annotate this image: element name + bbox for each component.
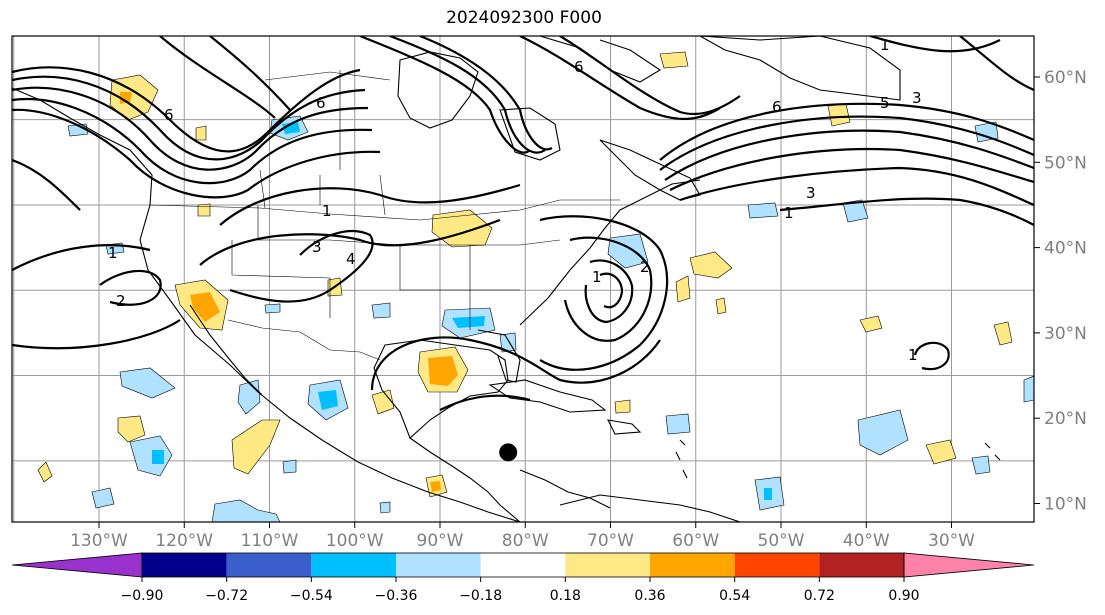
colorbar: −0.90 −0.72 −0.54 −0.36 −0.18 0.18 0.36 0.54 0.7… (11, 552, 1035, 604)
longitude-label: 80°W (502, 531, 549, 551)
colorbar-tick-label: 0.90 (888, 588, 919, 604)
colorbar-extend-low (11, 552, 143, 578)
latitude-label: 50°N (1044, 153, 1087, 173)
contour-label: 6 (316, 94, 326, 112)
colorbar-tick-label: −0.54 (290, 588, 333, 604)
graticule (12, 36, 1034, 522)
contour-label: 1 (880, 36, 890, 54)
contour-label: 2 (116, 292, 126, 310)
colorbar-segment (650, 553, 735, 577)
colorbar-segment (734, 553, 820, 577)
contours (12, 36, 1034, 411)
colorbar-extend-high (903, 552, 1035, 578)
longitude-label: 30°W (928, 531, 975, 551)
contour-label: 6 (574, 58, 584, 76)
colorbar-segment (396, 553, 481, 577)
map-frame (11, 35, 1035, 523)
latitude-label: 30°N (1044, 324, 1087, 344)
colorbar-tick-label: −0.18 (459, 588, 502, 604)
colorbar-segment (565, 553, 650, 577)
contour-label: 6 (164, 106, 174, 124)
colorbar-tick-label: 0.18 (550, 588, 581, 604)
latitude-ticks: 60°N 50°N 40°N 30°N 20°N 10°N (1034, 68, 1087, 515)
contour-labels: 1 2 3 4 5 6 1 3 3 1 1 6 6 6 2 1 1 (108, 36, 922, 364)
longitude-label: 100°W (326, 531, 384, 551)
longitude-label: 40°W (843, 531, 890, 551)
longitude-label: 110°W (241, 531, 299, 551)
longitude-label: 70°W (587, 531, 634, 551)
map-title: 2024092300 F000 (446, 8, 602, 28)
contour-label: 3 (806, 184, 816, 202)
contour-label: 6 (772, 98, 782, 116)
colorbar-segment (819, 553, 904, 577)
colorbar-segment (142, 553, 227, 577)
latitude-label: 20°N (1044, 409, 1087, 429)
colorbar-tick-label: 0.72 (804, 588, 835, 604)
colorbar-tick-label: −0.72 (205, 588, 248, 604)
contour-label: 2 (640, 258, 650, 276)
contour-label: 4 (346, 250, 356, 268)
longitude-label: 130°W (70, 531, 128, 551)
colorbar-segment (226, 553, 312, 577)
latitude-label: 10°N (1044, 495, 1087, 515)
contour-label: 1 (108, 244, 118, 262)
contour-label: 1 (592, 268, 602, 286)
colorbar-segment (311, 553, 396, 577)
longitude-label: 120°W (155, 531, 213, 551)
contour-label: 5 (880, 94, 890, 112)
position-marker (499, 443, 518, 462)
longitude-label: 90°W (417, 531, 464, 551)
colorbar-tick-label: −0.36 (375, 588, 418, 604)
contour-label: 3 (312, 238, 322, 256)
contour-label: 1 (908, 346, 918, 364)
longitude-label: 60°W (672, 531, 719, 551)
contour-label: 3 (912, 89, 922, 107)
colorbar-tick-label: 0.36 (634, 588, 665, 604)
contour-label: 1 (784, 204, 794, 222)
colorbar-segment (480, 553, 566, 577)
colorbar-tick-label: 0.54 (719, 588, 750, 604)
contour-label: 1 (322, 202, 332, 220)
longitude-label: 50°W (758, 531, 805, 551)
latitude-label: 60°N (1044, 68, 1087, 88)
colorbar-tick-label: −0.90 (121, 588, 164, 604)
latitude-label: 40°N (1044, 239, 1087, 259)
longitude-ticks: 130°W 120°W 110°W 100°W 90°W 80°W 70°W 60°W 50°W… (70, 522, 975, 551)
